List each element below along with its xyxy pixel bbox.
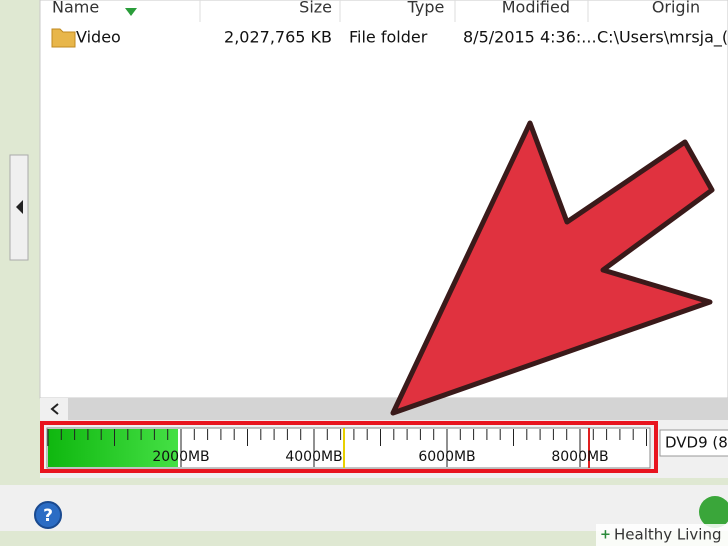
folder-icon	[51, 28, 76, 48]
collapse-arrow	[16, 200, 23, 214]
watermark-bg	[596, 524, 728, 546]
capacity-fill	[48, 429, 178, 467]
sort-icon	[125, 8, 137, 16]
scale-label: 6000MB	[418, 449, 475, 465]
disc-dropdown[interactable]	[659, 429, 728, 457]
column-header: Size	[299, 0, 332, 17]
column-header: Type	[407, 0, 445, 17]
pointer-arrow	[390, 120, 715, 416]
scale-label: 2000MB	[152, 449, 209, 465]
scroll-left[interactable]	[40, 398, 68, 420]
watermark: Healthy Living	[614, 526, 722, 544]
row-modified: 8/5/2015 4:36:...	[463, 28, 597, 47]
h-scrollbar[interactable]	[40, 398, 728, 420]
column-header: Modified	[502, 0, 570, 17]
column-header: Origin	[652, 0, 700, 17]
help-button[interactable]	[34, 501, 62, 529]
scroll-left-arrow	[50, 403, 59, 415]
scale-label: 4000MB	[285, 449, 342, 465]
row-type: File folder	[349, 28, 428, 47]
row-name[interactable]: Video	[76, 28, 121, 47]
footer-bar	[0, 485, 728, 531]
capacity-ticks	[47, 429, 647, 467]
disc-type: DVD9 (8	[665, 434, 728, 452]
help-icon: ?	[43, 506, 53, 526]
highlight-box	[40, 421, 658, 473]
scale-labels: 2000MB 4000MB 6000MB 8000MB	[152, 449, 608, 465]
row-size: 2,027,765 KB	[224, 28, 332, 47]
column-header: Name	[52, 0, 99, 17]
scale-label: 8000MB	[551, 449, 608, 465]
header-row: Name Size Type Modified Origin	[52, 0, 700, 22]
watermark-icon: +	[600, 528, 611, 543]
next-button[interactable]	[699, 496, 728, 528]
row-origin: C:\Users\mrsja_(	[597, 28, 728, 48]
